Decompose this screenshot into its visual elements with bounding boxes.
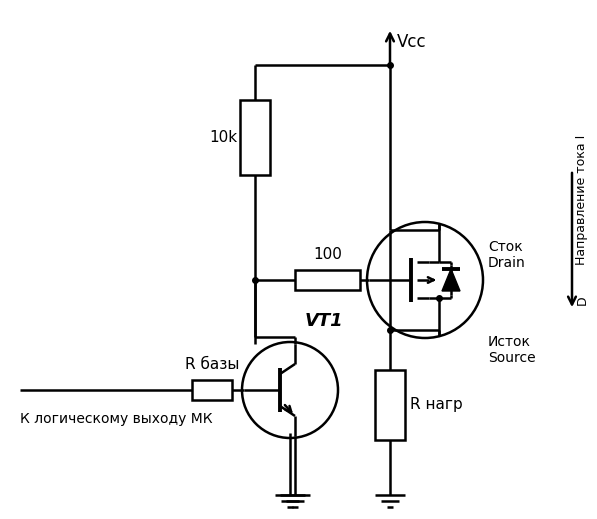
Bar — [375, 370, 405, 440]
Bar — [240, 100, 270, 175]
Text: Vcc: Vcc — [397, 33, 427, 51]
Text: К логическому выходу МК: К логическому выходу МК — [20, 412, 213, 426]
Text: 100: 100 — [313, 247, 342, 262]
Text: 10k: 10k — [209, 130, 237, 145]
Bar — [295, 270, 360, 290]
Bar — [192, 380, 232, 400]
Text: R нагр: R нагр — [410, 398, 463, 413]
Text: R базы: R базы — [185, 357, 239, 372]
Text: VT1: VT1 — [305, 312, 344, 330]
Text: Направление тока I: Направление тока I — [576, 135, 589, 265]
Text: Сток
Drain: Сток Drain — [488, 240, 526, 270]
Text: D: D — [576, 295, 589, 305]
Text: Исток
Source: Исток Source — [488, 335, 536, 365]
Polygon shape — [442, 269, 460, 291]
